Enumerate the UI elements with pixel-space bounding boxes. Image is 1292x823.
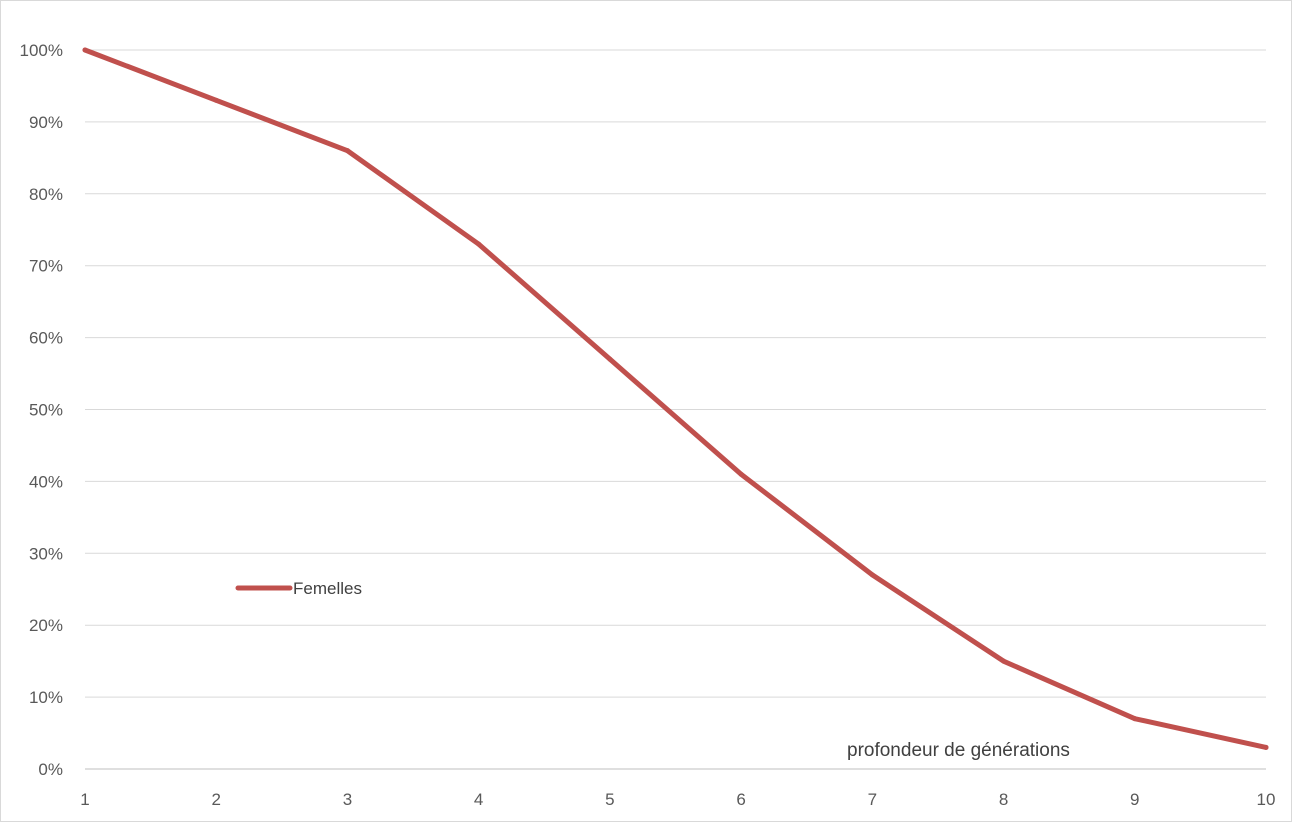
x-tick-label: 3 (343, 790, 352, 809)
x-tick-label: 2 (211, 790, 220, 809)
x-tick-label: 9 (1130, 790, 1139, 809)
y-tick-label: 10% (29, 688, 63, 707)
y-tick-label: 80% (29, 185, 63, 204)
data-point (1001, 658, 1007, 664)
y-tick-label: 90% (29, 113, 63, 132)
data-point (213, 97, 219, 103)
legend-label-femelles: Femelles (293, 579, 362, 598)
x-axis-ticks: 1 2 3 4 5 6 7 8 9 10 (80, 790, 1275, 809)
series-line-femelles (82, 47, 1269, 750)
x-axis-title: profondeur de générations (847, 740, 1070, 761)
y-tick-label: 100% (20, 41, 63, 60)
x-tick-label: 5 (605, 790, 614, 809)
data-point (344, 148, 350, 154)
gridlines (85, 49, 1266, 770)
x-tick-label: 8 (999, 790, 1008, 809)
data-point (869, 572, 875, 578)
y-tick-label: 70% (29, 257, 63, 276)
x-tick-label: 7 (868, 790, 877, 809)
x-tick-label: 10 (1257, 790, 1276, 809)
data-point (1132, 716, 1138, 722)
legend: Femelles (235, 579, 362, 598)
x-tick-label: 4 (474, 790, 483, 809)
y-tick-label: 60% (29, 329, 63, 348)
data-point (82, 47, 88, 53)
series-group (82, 47, 1269, 750)
y-axis-ticks: 0% 10% 20% 30% 40% 50% 60% 70% 80% 90% 100% (20, 41, 63, 779)
x-tick-label: 6 (736, 790, 745, 809)
data-point (1263, 744, 1269, 750)
data-point (607, 356, 613, 362)
y-tick-label: 20% (29, 616, 63, 635)
y-tick-label: 40% (29, 472, 63, 491)
x-tick-label: 1 (80, 790, 89, 809)
y-tick-label: 50% (29, 401, 63, 420)
y-tick-label: 30% (29, 544, 63, 563)
data-point (738, 471, 744, 477)
data-point (476, 241, 482, 247)
y-tick-label: 0% (38, 760, 63, 779)
